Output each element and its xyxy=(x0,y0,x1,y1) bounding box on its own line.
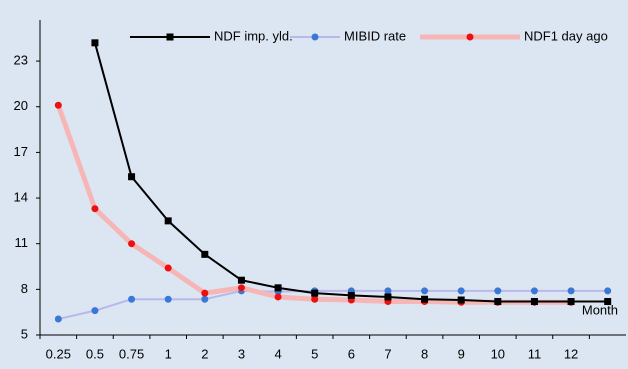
y-tick-label: 5 xyxy=(21,326,28,341)
point xyxy=(201,250,209,258)
point xyxy=(128,295,136,303)
x-tick-label: 9 xyxy=(458,346,465,361)
point xyxy=(201,295,209,303)
legend-marker xyxy=(311,33,319,41)
point xyxy=(164,217,172,225)
point xyxy=(384,293,392,301)
point xyxy=(128,173,136,181)
legend-marker xyxy=(166,33,174,41)
point xyxy=(457,296,465,304)
legend-label: NDF imp. yld. xyxy=(214,28,293,43)
point xyxy=(530,287,538,295)
x-tick-label: 0.75 xyxy=(119,346,144,361)
point xyxy=(384,287,392,295)
point xyxy=(421,287,429,295)
y-tick-label: 17 xyxy=(14,144,28,159)
point xyxy=(567,298,575,306)
y-tick-label: 11 xyxy=(15,235,29,250)
point xyxy=(457,287,465,295)
x-tick-label: 8 xyxy=(421,346,428,361)
y-tick-label: 14 xyxy=(14,189,28,204)
x-tick-label: 3 xyxy=(238,346,245,361)
point xyxy=(604,298,612,306)
point xyxy=(91,205,99,213)
point xyxy=(164,295,172,303)
point xyxy=(91,39,99,47)
point xyxy=(91,307,99,315)
point xyxy=(421,295,429,303)
legend-marker xyxy=(466,33,474,41)
legend-label: NDF1 day ago xyxy=(524,28,608,43)
x-tick-label: 4 xyxy=(274,346,281,361)
y-tick-label: 23 xyxy=(14,53,28,68)
point xyxy=(274,293,282,301)
x-tick-label: 5 xyxy=(311,346,318,361)
legend-label: MIBID rate xyxy=(344,28,406,43)
y-tick-label: 8 xyxy=(21,281,28,296)
point xyxy=(54,101,62,109)
point xyxy=(128,240,136,248)
point xyxy=(311,289,319,297)
point xyxy=(494,298,502,306)
point xyxy=(311,295,319,303)
x-tick-label: 0.5 xyxy=(86,346,104,361)
point xyxy=(530,298,538,306)
point xyxy=(164,264,172,272)
y-tick-label: 20 xyxy=(14,98,28,113)
x-tick-label: 7 xyxy=(384,346,391,361)
point xyxy=(567,287,575,295)
x-tick-label: 10 xyxy=(491,346,505,361)
x-tick-label: 2 xyxy=(201,346,208,361)
point xyxy=(347,291,355,299)
x-axis-label: Month xyxy=(582,302,618,317)
point xyxy=(274,284,282,292)
series-line xyxy=(93,42,608,303)
point xyxy=(494,287,502,295)
series-line xyxy=(58,289,608,320)
x-tick-label: 1 xyxy=(165,346,172,361)
series-line xyxy=(55,104,572,305)
point xyxy=(237,276,245,284)
point xyxy=(54,315,62,323)
point xyxy=(201,289,209,297)
point xyxy=(604,287,612,295)
x-tick-label: 0.25 xyxy=(46,346,71,361)
point xyxy=(237,284,245,292)
x-tick-label: 6 xyxy=(348,346,355,361)
x-tick-label: 12 xyxy=(564,346,578,361)
x-tick-label: 11 xyxy=(528,346,542,361)
